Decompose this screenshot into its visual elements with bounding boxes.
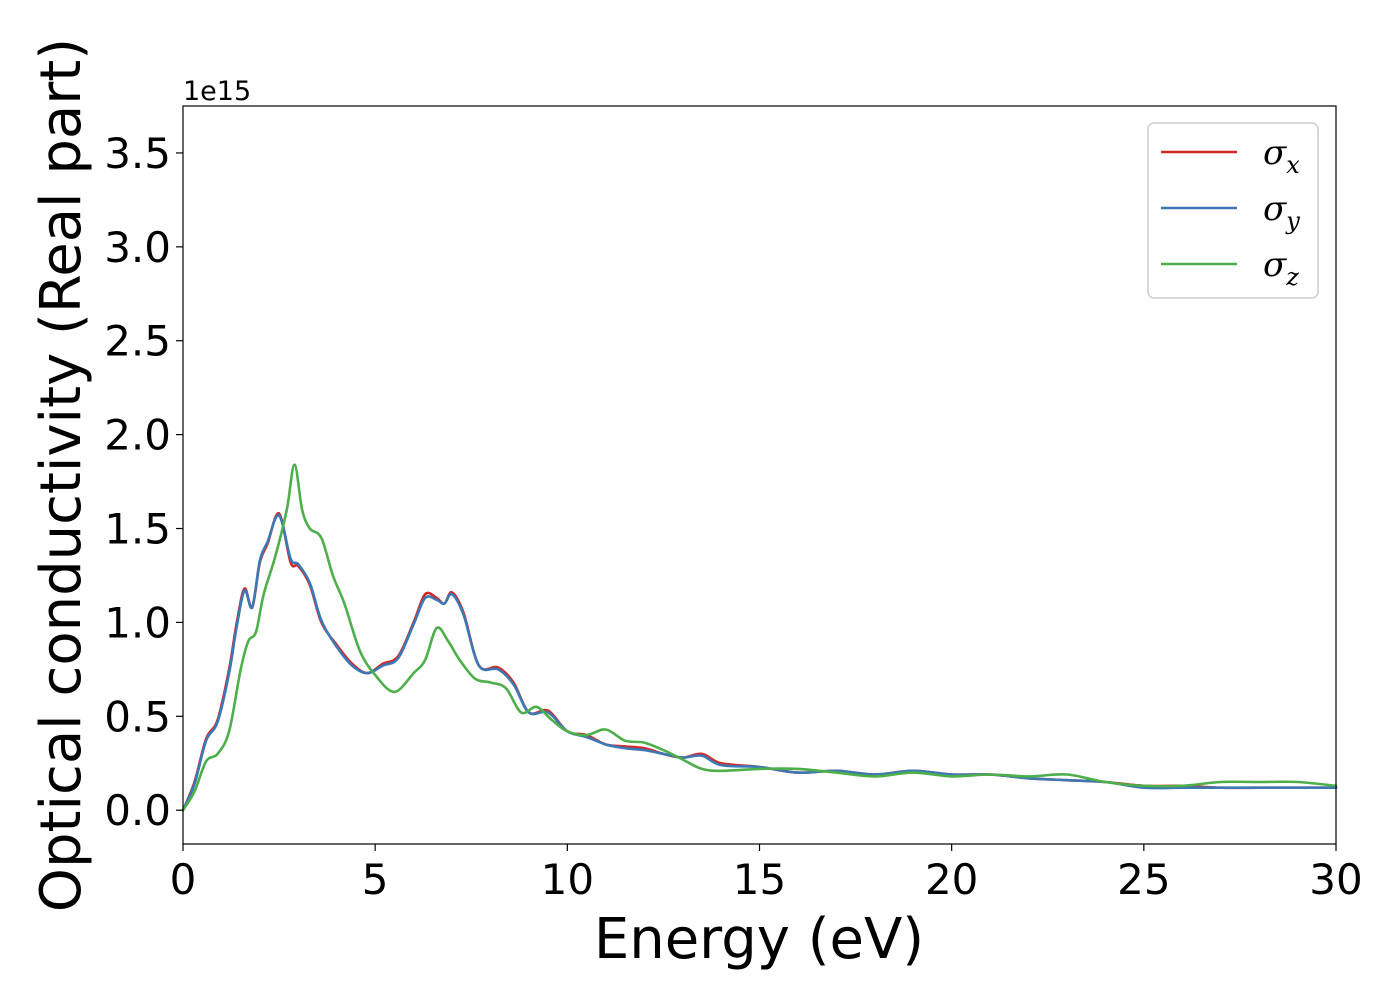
x-tick-label: 10 <box>541 855 594 904</box>
x-tick-label: 5 <box>362 855 389 904</box>
x-axis-label: Energy (eV) <box>594 907 924 972</box>
y-tick-label: 1.5 <box>104 505 171 554</box>
y-axis-label: Optical conductivity (Real part) <box>29 38 94 912</box>
legend-subscript: z <box>1285 263 1299 291</box>
x-tick-label: 30 <box>1309 855 1362 904</box>
legend-label-z: σz <box>1263 245 1299 291</box>
x-axis: 0 5 10 15 20 25 30 <box>170 844 1363 904</box>
legend-box <box>1147 122 1319 299</box>
y-offset-label: 1e15 <box>183 76 251 107</box>
x-tick-label: 0 <box>170 855 197 904</box>
series-line-z <box>181 463 1338 812</box>
x-tick-label: 25 <box>1117 855 1170 904</box>
y-tick-label: 3.5 <box>104 129 171 178</box>
y-tick-label: 1.0 <box>104 598 171 647</box>
legend-symbol: σ <box>1263 245 1287 285</box>
y-tick-label: 3.0 <box>104 223 171 272</box>
y-tick-label: 0.5 <box>104 692 171 741</box>
series-layer <box>181 463 1338 812</box>
legend-subscript: y <box>1285 207 1300 235</box>
legend-symbol: σ <box>1263 133 1287 173</box>
legend-symbol: σ <box>1263 189 1287 229</box>
x-tick-label: 15 <box>733 855 786 904</box>
legend-label-y: σy <box>1263 189 1300 235</box>
legend-subscript: x <box>1286 151 1300 179</box>
legend-label-x: σx <box>1263 133 1300 179</box>
y-tick-label: 2.5 <box>104 317 171 366</box>
x-tick-label: 20 <box>925 855 978 904</box>
y-tick-label: 0.0 <box>104 786 171 835</box>
y-tick-label: 2.0 <box>104 411 171 460</box>
y-axis: 0.0 0.5 1.0 1.5 2.0 2.5 3.0 3.5 <box>104 129 183 835</box>
